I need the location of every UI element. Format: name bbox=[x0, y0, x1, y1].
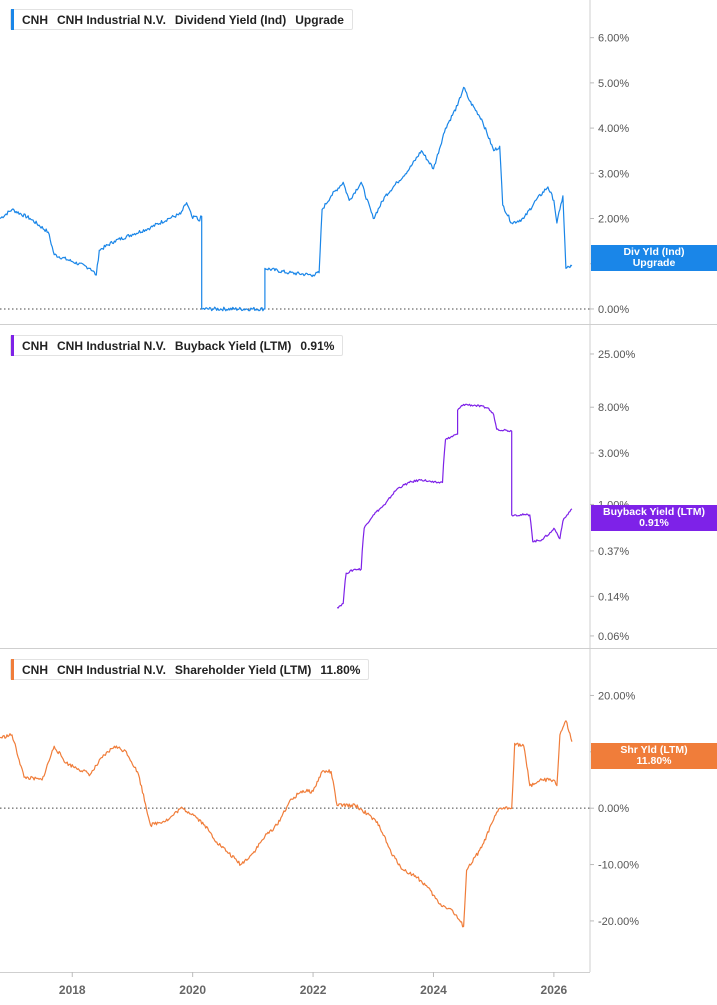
legend-ticker: CNH bbox=[22, 338, 48, 353]
series-line-1 bbox=[336, 403, 573, 609]
series-line-0 bbox=[0, 86, 573, 312]
badge-value[interactable]: Upgrade bbox=[632, 257, 676, 269]
legend-metric: Dividend Yield (Ind) bbox=[174, 12, 287, 27]
x-tick-label: 2022 bbox=[300, 983, 327, 997]
legend-ticker: CNH bbox=[22, 12, 48, 27]
badge-label: Buyback Yield (LTM) bbox=[603, 506, 705, 518]
x-tick-label: 2024 bbox=[420, 983, 447, 997]
y-tick-label: 6.00% bbox=[598, 33, 629, 45]
y-tick-label: 20.00% bbox=[598, 690, 636, 702]
legend-company: CNH Industrial N.V. bbox=[57, 12, 166, 27]
legend-dividend-yield: CNH CNH Industrial N.V. Dividend Yield (… bbox=[10, 9, 353, 30]
legend-swatch-buyback bbox=[11, 335, 14, 356]
badge-value: 0.91% bbox=[639, 517, 669, 529]
legend-company: CNH Industrial N.V. bbox=[57, 662, 166, 677]
badge-label: Div Yld (Ind) bbox=[623, 246, 685, 258]
legend-value: 0.91% bbox=[300, 338, 335, 353]
badge-label: Shr Yld (LTM) bbox=[620, 744, 688, 756]
y-tick-label: -20.00% bbox=[598, 916, 639, 928]
badge-shareholder-yield: Shr Yld (LTM) 11.80% bbox=[591, 743, 717, 769]
legend-swatch-shareholder bbox=[11, 659, 14, 680]
y-tick-label: 25.00% bbox=[598, 349, 636, 361]
y-tick-label: -10.00% bbox=[598, 860, 639, 872]
badge-buyback-yield: Buyback Yield (LTM) 0.91% bbox=[591, 505, 717, 531]
y-tick-label: 3.00% bbox=[598, 448, 629, 460]
y-tick-label: 5.00% bbox=[598, 78, 629, 90]
y-tick-label: 0.14% bbox=[598, 591, 629, 603]
y-tick-label: 0.06% bbox=[598, 631, 629, 643]
badge-value: 11.80% bbox=[636, 755, 672, 767]
x-tick-label: 2018 bbox=[59, 983, 86, 997]
x-tick-label: 2020 bbox=[179, 983, 206, 997]
legend-shareholder-yield: CNH CNH Industrial N.V. Shareholder Yiel… bbox=[10, 659, 370, 680]
series-line-2 bbox=[0, 720, 573, 928]
y-tick-label: 0.00% bbox=[598, 304, 629, 316]
legend-metric: Shareholder Yield (LTM) bbox=[174, 662, 312, 677]
legend-swatch-dividend bbox=[11, 9, 14, 30]
badge-dividend-yield: Div Yld (Ind) Upgrade bbox=[591, 245, 717, 271]
y-tick-label: 4.00% bbox=[598, 123, 629, 135]
x-tick-label: 2026 bbox=[541, 983, 568, 997]
legend-company: CNH Industrial N.V. bbox=[57, 338, 166, 353]
y-tick-label: 3.00% bbox=[598, 168, 629, 180]
y-tick-label: 8.00% bbox=[598, 402, 629, 414]
legend-value[interactable]: Upgrade bbox=[295, 12, 344, 27]
legend-value: 11.80% bbox=[320, 662, 361, 677]
y-tick-label: 0.37% bbox=[598, 546, 629, 558]
y-tick-label: 2.00% bbox=[598, 214, 629, 226]
y-tick-label: 0.00% bbox=[598, 803, 629, 815]
legend-ticker: CNH bbox=[22, 662, 48, 677]
legend-buyback-yield: CNH CNH Industrial N.V. Buyback Yield (L… bbox=[10, 335, 344, 356]
legend-metric: Buyback Yield (LTM) bbox=[174, 338, 292, 353]
